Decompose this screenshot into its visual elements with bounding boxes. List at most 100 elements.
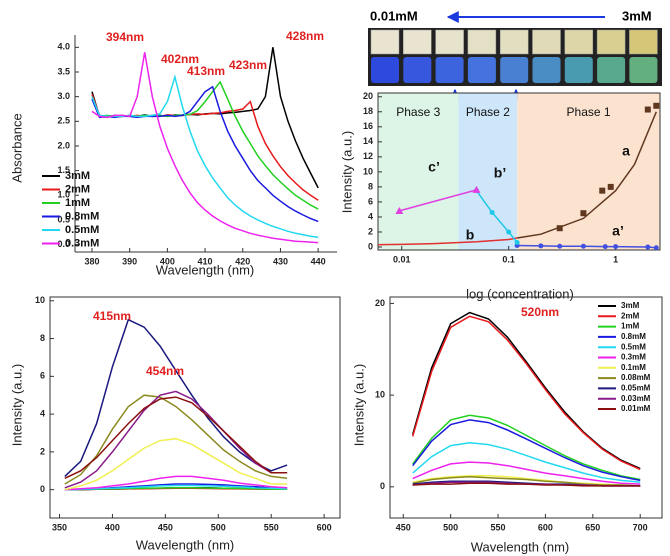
legend-label: 0.3mM: [65, 237, 99, 249]
y-tick-label: 20: [375, 298, 385, 308]
curve-label: b: [466, 227, 475, 243]
series-line: [64, 396, 288, 479]
low-concentration-label: 0.01mM: [370, 8, 418, 23]
legend-label: 0.01mM: [621, 404, 651, 413]
series-line: [91, 52, 319, 244]
point: [538, 243, 544, 249]
point: [472, 185, 481, 193]
x-tick-label: 500: [211, 522, 226, 532]
phase-label: Phase 1: [567, 105, 611, 119]
y-tick-label: 12: [363, 151, 373, 161]
x-axis-label: Wavelength (nm): [136, 537, 235, 552]
panel: Phase 3 Phase 2 Phase 10.01 0.1 102468101214…: [339, 91, 661, 301]
y-tick-label: 3.0: [57, 91, 70, 101]
y-tick-label: 4: [368, 211, 373, 221]
point: [556, 225, 563, 232]
legend-label: 0.1mM: [621, 363, 646, 372]
y-tick-label: 20: [363, 91, 373, 101]
point: [653, 102, 660, 109]
x-axis-label: Wavelength (nm): [471, 539, 570, 554]
vial-glow: [403, 57, 432, 83]
point: [613, 244, 619, 250]
legend-label: 0.08mM: [621, 373, 651, 382]
y-tick-label: 8: [368, 181, 373, 191]
y-axis-label: Absorbance: [9, 113, 24, 182]
y-tick-label: 1.5: [57, 165, 70, 175]
y-tick-label: 0.0: [57, 239, 70, 249]
legend-label: 2mM: [65, 183, 90, 195]
curve-label: c’: [428, 159, 440, 175]
series-line: [64, 484, 288, 491]
series-line: [412, 475, 641, 487]
vial-glow: [467, 57, 496, 83]
panel: 380 390 400 410 420 430 440 0.0 0.5 1.0 1.5 2.0 2.5 3…: [9, 29, 337, 277]
y-tick-label: 6: [368, 196, 373, 206]
vial: [532, 29, 561, 55]
vial-glow: [532, 57, 561, 83]
y-tick-label: 16: [363, 121, 373, 131]
y-tick-label: 10: [35, 295, 45, 305]
y-tick-label: 14: [363, 136, 373, 146]
series-line: [64, 437, 288, 491]
y-tick-label: 3.5: [57, 66, 70, 76]
curve-label: a: [622, 143, 630, 159]
point: [644, 106, 651, 113]
vial: [435, 29, 464, 55]
legend-label: 3mM: [621, 301, 640, 310]
x-tick-label: 400: [160, 256, 175, 266]
panel: 350 400 450 500 550 600 0 2 4 6 8 10 415nm 454nm Wavel…: [9, 295, 341, 552]
y-tick-label: 18: [363, 106, 373, 116]
series-line: [64, 394, 288, 485]
vial: [564, 29, 594, 55]
legend-label: 0.8mM: [65, 210, 99, 222]
point: [489, 209, 495, 215]
point: [602, 244, 608, 250]
point: [514, 239, 520, 245]
series-line: [412, 475, 641, 487]
x-tick-label: 550: [491, 522, 506, 532]
x-axis-label: Wavelength (nm): [156, 262, 255, 277]
peak-annotation: 423nm: [229, 58, 267, 72]
vial: [629, 29, 658, 55]
y-tick-label: 4.0: [57, 42, 70, 52]
legend-label: 0.8mM: [621, 332, 646, 341]
x-tick-label: 450: [158, 522, 173, 532]
y-tick-label: 2.0: [57, 140, 70, 150]
series-line: [64, 475, 288, 491]
series-line: [91, 80, 319, 210]
vial-photo: [368, 28, 662, 86]
series-line: [412, 419, 641, 482]
x-tick-label: 420: [235, 256, 250, 266]
x-tick-label: 550: [264, 522, 279, 532]
peak-annotation: 520nm: [521, 305, 559, 319]
peak-annotation: 413nm: [187, 64, 225, 78]
vial-glow: [500, 57, 529, 83]
y-tick-label: 6: [40, 371, 45, 381]
legend-label: 0.05mM: [621, 384, 651, 393]
peak-annotation: 415nm: [93, 309, 131, 323]
x-tick-label: 650: [585, 522, 600, 532]
series-line: [412, 442, 641, 483]
x-tick-label: 380: [84, 256, 99, 266]
y-tick-label: 0: [380, 481, 385, 491]
curve-label: b’: [494, 165, 506, 181]
series-line: [475, 190, 518, 243]
point: [645, 244, 651, 250]
x-tick-label: 0.1: [502, 254, 515, 264]
y-axis-label: Intensity (a.u.): [351, 364, 366, 446]
vial: [370, 29, 400, 55]
y-tick-label: 1.0: [57, 190, 70, 200]
x-tick-label: 390: [122, 256, 137, 266]
x-tick-label: 500: [443, 522, 458, 532]
series-line: [412, 414, 641, 481]
legend-label: 1mM: [65, 197, 90, 209]
curve-label: a’: [612, 223, 624, 239]
legend-label: 3mM: [65, 170, 90, 182]
vial: [596, 29, 626, 55]
peak-annotation: 402nm: [161, 52, 199, 66]
y-tick-label: 2: [40, 446, 45, 456]
plot-frame: [49, 296, 341, 519]
series-line: [412, 482, 641, 487]
